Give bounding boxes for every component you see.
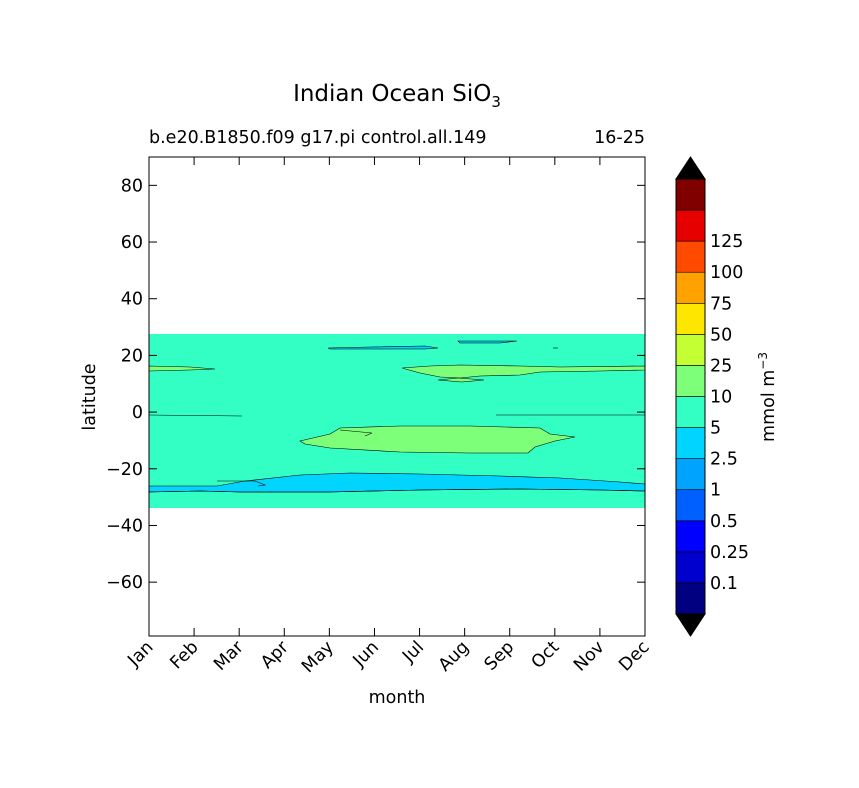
contour-region-1-2-5-north bbox=[327, 345, 439, 350]
colorbar-tick-label: 125 bbox=[710, 232, 743, 252]
y-tick-label: 40 bbox=[121, 290, 143, 310]
contour-line-south-notch bbox=[217, 480, 267, 487]
colorbar-extend-max bbox=[675, 156, 706, 180]
colorbar-tick-label: 0.1 bbox=[710, 574, 738, 594]
x-tick-label: Jun bbox=[349, 637, 383, 671]
colorbar-tick-label: 5 bbox=[710, 419, 721, 439]
x-tick-label: Oct bbox=[528, 637, 564, 673]
colorbar-segment bbox=[675, 334, 706, 366]
chart-title: Indian Ocean SiO3 bbox=[293, 81, 501, 111]
plot-frame bbox=[148, 156, 646, 637]
y-tick-label: −40 bbox=[106, 516, 143, 536]
colorbar-tick-label: 10 bbox=[710, 388, 732, 408]
colorbar-extend-min bbox=[675, 613, 706, 637]
colorbar-segment bbox=[675, 178, 706, 211]
colorbar: 0.1 0.25 0.5 1 2.5 5 10 25 50 75 100 125 bbox=[675, 156, 749, 637]
colorbar-tick-label: 25 bbox=[710, 356, 732, 376]
colorbar-segment bbox=[675, 240, 706, 273]
x-tick-label: Mar bbox=[210, 637, 248, 675]
colorbar-tick-label: 2.5 bbox=[710, 450, 738, 470]
contour-region-5-10-north bbox=[401, 364, 646, 379]
x-tick-label: May bbox=[298, 637, 338, 677]
contour-line-equator-west bbox=[148, 414, 243, 417]
colorbar-segment bbox=[675, 458, 706, 491]
y-axis: 80 60 40 20 0 −20 −40 −60 bbox=[106, 176, 645, 593]
colorbar-segment bbox=[675, 489, 706, 522]
colorbar-tick-label: 100 bbox=[710, 263, 743, 283]
colorbar-label-superscript: −3 bbox=[756, 352, 770, 370]
y-tick-label: 20 bbox=[121, 346, 143, 366]
colorbar-segment bbox=[675, 302, 706, 335]
x-tick-label: Jul bbox=[398, 637, 428, 667]
colorbar-tick-label: 0.5 bbox=[710, 512, 738, 532]
plot-area bbox=[148, 156, 646, 637]
x-axis-label: month bbox=[369, 688, 426, 708]
colorbar-segment bbox=[675, 427, 706, 459]
y-tick-label: 0 bbox=[132, 403, 143, 423]
y-axis-label: latitude bbox=[80, 363, 100, 430]
contour-region-1-2-5-north-right bbox=[457, 340, 518, 344]
colorbar-frame bbox=[675, 178, 706, 615]
contour-line-central-inner bbox=[339, 429, 373, 437]
colorbar-segment bbox=[675, 396, 706, 428]
x-tick-label: Nov bbox=[570, 637, 608, 675]
y-tick-label: −60 bbox=[106, 573, 143, 593]
colorbar-segment bbox=[675, 520, 706, 553]
chart-subtitle-left: b.e20.B1850.f09 g17.pi control.all.149 bbox=[149, 128, 486, 148]
contour-line-south-lower bbox=[148, 488, 646, 493]
x-tick-label: Sep bbox=[481, 637, 518, 674]
colorbar-segment bbox=[675, 582, 706, 615]
colorbar-segment bbox=[675, 551, 706, 584]
colorbar-label: mmol m−3 bbox=[756, 352, 779, 442]
chart-subtitle-right: 16-25 bbox=[594, 128, 645, 148]
x-tick-label: Jan bbox=[124, 637, 158, 671]
contour-region-5-10-north-small bbox=[437, 377, 485, 383]
colorbar-segment bbox=[675, 365, 706, 397]
x-tick-label: Dec bbox=[615, 637, 653, 675]
y-tick-label: 60 bbox=[121, 233, 143, 253]
colorbar-tick-label: 0.25 bbox=[710, 543, 749, 563]
colorbar-tick-label: 50 bbox=[710, 325, 732, 345]
colorbar-tick-label: 75 bbox=[710, 294, 732, 314]
colorbar-tick-label: 1 bbox=[710, 481, 721, 501]
colorbar-segment bbox=[675, 271, 706, 304]
x-tick-label: Feb bbox=[167, 637, 203, 673]
y-tick-label: −20 bbox=[106, 460, 143, 480]
x-tick-label: Aug bbox=[435, 637, 473, 675]
title-subscript: 3 bbox=[491, 93, 501, 111]
y-tick-label: 80 bbox=[121, 176, 143, 196]
x-tick-label: Apr bbox=[257, 637, 293, 673]
colorbar-segment bbox=[675, 209, 706, 242]
